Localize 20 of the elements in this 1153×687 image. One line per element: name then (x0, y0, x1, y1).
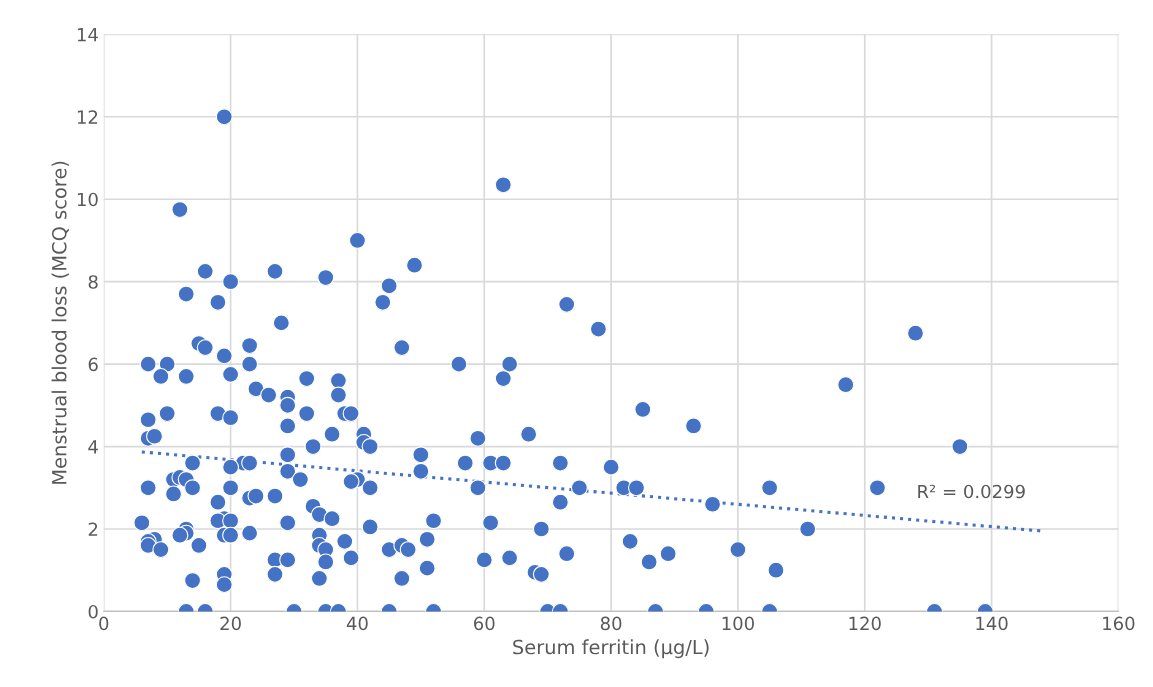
x-axis-title: Serum ferritin (µg/L) (513, 639, 709, 659)
x-tick-label: 60 (474, 616, 495, 631)
x-tick-label: 120 (849, 616, 881, 631)
x-tick-label: 0 (99, 616, 109, 631)
x-tick-label: 160 (1103, 616, 1135, 631)
y-tick-label: 4 (88, 440, 98, 454)
y-axis-title: Menstrual blood loss (MCQ score) (51, 161, 69, 484)
x-tick-label: 100 (722, 616, 754, 631)
y-tick-label: 10 (77, 192, 98, 207)
x-tick-label: 20 (220, 616, 241, 631)
y-tick-label: 0 (88, 604, 98, 619)
y-tick-label: 6 (88, 357, 98, 372)
x-tick-label: 80 (600, 616, 622, 631)
y-tick-label: 8 (88, 275, 98, 289)
y-tick-label: 12 (77, 110, 98, 124)
x-tick-label: 140 (976, 616, 1008, 631)
y-tick-label: 2 (88, 522, 98, 536)
x-tick-label: 40 (346, 616, 368, 631)
annotation: R² = 0.0299 (918, 484, 1025, 499)
y-tick-label: 14 (77, 28, 98, 42)
